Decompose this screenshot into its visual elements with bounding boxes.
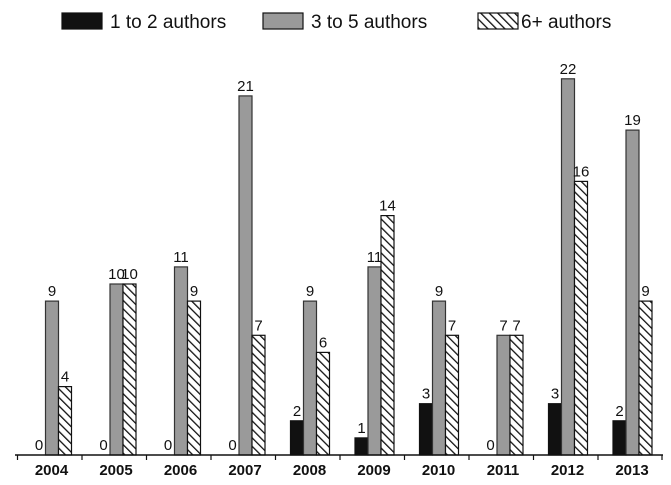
bar-3-to-5-authors-2005 (109, 283, 124, 456)
x-tick-label-2009: 2009 (357, 462, 390, 479)
value-label-3-to-5-authors-2013: 19 (624, 112, 641, 129)
value-label-6-authors-2012: 16 (573, 163, 590, 180)
bar-6-authors-2007 (251, 334, 266, 456)
x-tick-label-2011: 2011 (487, 462, 520, 479)
value-label-1-to-2-authors-2009: 1 (357, 420, 365, 437)
x-tick-label-2004: 2004 (35, 462, 69, 479)
value-label-6-authors-2004: 4 (61, 369, 69, 386)
x-tick-label-2010: 2010 (422, 462, 455, 479)
bars (44, 78, 653, 456)
bar-3-to-5-authors-2010 (431, 300, 447, 456)
value-label-6-authors-2007: 7 (254, 317, 262, 334)
x-tick-label-2012: 2012 (551, 462, 584, 479)
value-label-3-to-5-authors-2007: 21 (237, 78, 254, 95)
value-label-3-to-5-authors-2008: 9 (306, 283, 314, 300)
value-label-6-authors-2011: 7 (512, 317, 520, 334)
value-label-1-to-2-authors-2004: 0 (35, 437, 43, 454)
value-label-1-to-2-authors-2006: 0 (164, 437, 172, 454)
value-label-6-authors-2010: 7 (448, 317, 456, 334)
value-label-3-to-5-authors-2005: 10 (108, 266, 125, 283)
value-label-1-to-2-authors-2005: 0 (99, 437, 107, 454)
bar-1-to-2-authors-2012 (547, 403, 563, 456)
bar-6-authors-2005 (122, 283, 137, 456)
x-tick-label-2006: 2006 (164, 462, 197, 479)
value-label-3-to-5-authors-2012: 22 (560, 61, 577, 78)
legend: 1 to 2 authors 3 to 5 authors 6+ authors (61, 12, 611, 33)
bar-1-to-2-authors-2009 (354, 437, 369, 456)
bar-1-to-2-authors-2013 (612, 420, 627, 456)
bar-6-authors-2009 (380, 215, 395, 456)
value-label-6-authors-2009: 14 (379, 198, 396, 215)
bar-3-to-5-authors-2013 (625, 129, 640, 456)
value-label-1-to-2-authors-2013: 2 (615, 403, 623, 420)
bar-3-to-5-authors-2009 (367, 266, 382, 456)
legend-swatch-6-authors (477, 12, 519, 30)
value-label-6-authors-2013: 9 (641, 283, 649, 300)
bar-3-to-5-authors-2008 (302, 300, 318, 456)
x-tick-label-2007: 2007 (228, 462, 261, 479)
value-label-1-to-2-authors-2007: 0 (228, 437, 236, 454)
bar-6-authors-2011 (509, 334, 524, 456)
value-label-1-to-2-authors-2012: 3 (551, 386, 559, 403)
bar-3-to-5-authors-2004 (44, 300, 60, 456)
value-label-6-authors-2006: 9 (190, 283, 198, 300)
x-tick-label-2013: 2013 (615, 462, 648, 479)
bar-6-authors-2012 (573, 180, 589, 456)
bar-1-to-2-authors-2008 (289, 420, 305, 456)
legend-swatch-1-to-2-authors (61, 12, 103, 30)
value-label-3-to-5-authors-2011: 7 (499, 317, 507, 334)
value-label-6-authors-2008: 6 (319, 334, 327, 351)
bar-3-to-5-authors-2007 (238, 95, 253, 456)
bar-6-authors-2004 (57, 386, 73, 456)
value-label-1-to-2-authors-2008: 2 (293, 403, 301, 420)
value-label-3-to-5-authors-2009: 11 (367, 249, 383, 266)
x-tick-label-2005: 2005 (99, 462, 132, 479)
legend-swatch-3-to-5-authors (262, 12, 304, 30)
value-label-1-to-2-authors-2010: 3 (422, 386, 430, 403)
bar-3-to-5-authors-2011 (496, 334, 511, 456)
value-label-1-to-2-authors-2011: 0 (486, 437, 494, 454)
bar-6-authors-2006 (186, 300, 202, 456)
x-axis: 2004 2005 2006 2007 2008 2009 2010 2011 2012 2013 (15, 454, 663, 479)
legend-label-1-to-2-authors: 1 to 2 authors (110, 12, 226, 33)
value-label-6-authors-2005: 10 (121, 266, 138, 283)
value-label-3-to-5-authors-2006: 11 (173, 249, 189, 266)
value-label-3-to-5-authors-2010: 9 (435, 283, 443, 300)
x-tick-label-2008: 2008 (293, 462, 326, 479)
bar-6-authors-2010 (444, 334, 460, 456)
bar-3-to-5-authors-2006 (173, 266, 189, 456)
legend-label-3-to-5-authors: 3 to 5 authors (311, 12, 427, 33)
bar-3-to-5-authors-2012 (560, 78, 576, 456)
bar-6-authors-2013 (638, 300, 653, 456)
value-label-3-to-5-authors-2004: 9 (48, 283, 56, 300)
bar-1-to-2-authors-2010 (418, 403, 434, 456)
bar-6-authors-2008 (315, 351, 331, 456)
legend-label-6-authors: 6+ authors (521, 12, 611, 33)
